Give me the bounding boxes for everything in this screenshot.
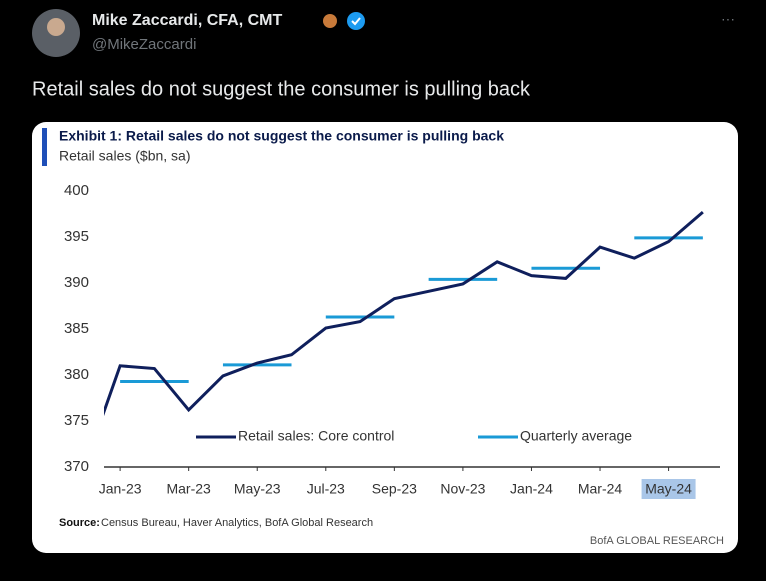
verified-check xyxy=(351,17,361,26)
text-selection xyxy=(641,479,696,499)
x-tick-label: Jan-24 xyxy=(510,481,553,497)
source-label: Source: xyxy=(59,517,100,529)
x-tick-label: Mar-24 xyxy=(578,481,623,497)
chart-subtitle: Retail sales ($bn, sa) xyxy=(59,148,191,164)
y-tick-label: 370 xyxy=(64,458,89,475)
legend-label: Retail sales: Core control xyxy=(238,428,394,444)
tweet-text: Retail sales do not suggest the consumer… xyxy=(32,78,531,100)
more-button[interactable]: ··· xyxy=(721,11,735,27)
y-tick-label: 380 xyxy=(64,366,89,383)
y-tick-label: 400 xyxy=(64,182,89,199)
title-accent xyxy=(42,128,47,166)
brand: BofA GLOBAL RESEARCH xyxy=(590,535,724,547)
x-tick-label: Nov-23 xyxy=(440,481,485,497)
x-tick-label: May-24 xyxy=(645,481,692,497)
x-tick-label: Jul-23 xyxy=(307,481,345,497)
author-handle[interactable]: @MikeZaccardi xyxy=(92,36,196,53)
emoji xyxy=(323,14,337,28)
chart-card[interactable] xyxy=(32,122,738,553)
chart-title: Exhibit 1: Retail sales do not suggest t… xyxy=(59,128,504,144)
x-tick-label: Jan-23 xyxy=(99,481,142,497)
author-name[interactable]: Mike Zaccardi, CFA, CMT xyxy=(92,12,282,29)
x-tick-label: May-23 xyxy=(234,481,281,497)
y-tick-label: 385 xyxy=(64,320,89,337)
legend-label: Quarterly average xyxy=(520,428,632,444)
avatar-face xyxy=(47,18,65,36)
x-tick-label: Mar-23 xyxy=(166,481,211,497)
series-line xyxy=(104,211,704,417)
verified-badge xyxy=(347,12,365,30)
y-tick-label: 375 xyxy=(64,412,89,429)
y-tick-label: 395 xyxy=(64,228,89,245)
source-text: Census Bureau, Haver Analytics, BofA Glo… xyxy=(101,517,373,529)
x-tick-label: Sep-23 xyxy=(372,481,417,497)
y-tick-label: 390 xyxy=(64,274,89,291)
